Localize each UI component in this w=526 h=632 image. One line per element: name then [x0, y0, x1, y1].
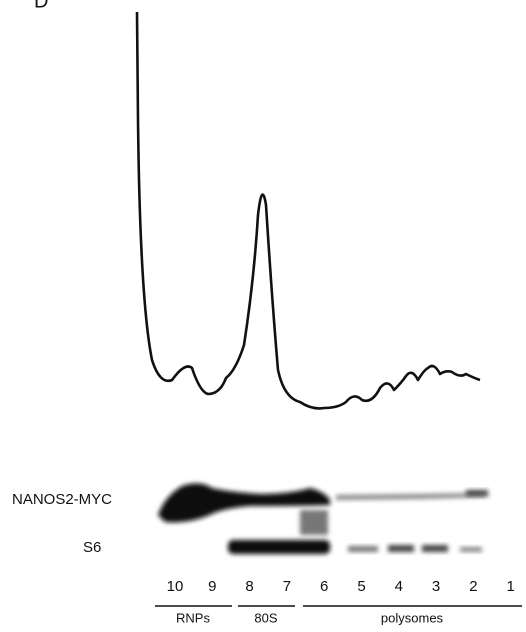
lane-number: 5	[357, 578, 365, 595]
lane-number: 8	[245, 578, 253, 595]
nanos2-lane-band	[466, 490, 488, 496]
lane-number: 1	[507, 578, 515, 595]
lane-number: 9	[208, 578, 216, 595]
group-label: 80S	[254, 610, 277, 625]
lane-number: 6	[320, 578, 328, 595]
lane-number: 7	[283, 578, 291, 595]
s6-band	[348, 546, 378, 552]
lane-number: 2	[469, 578, 477, 595]
row-label: S6	[83, 539, 101, 556]
lane-number: 10	[167, 578, 184, 595]
s6-band	[388, 545, 414, 552]
ladder-smear	[300, 510, 328, 535]
absorbance-trace	[137, 12, 480, 408]
lane-numbers: 10 9 8 7 6 5 4 3 2 1	[167, 578, 515, 595]
lane-number: 4	[395, 578, 403, 595]
row-label: NANOS2-MYC	[12, 491, 112, 508]
s6-band	[422, 545, 448, 552]
s6-band	[460, 547, 482, 552]
panel-label: D	[34, 0, 48, 12]
lane-number: 3	[432, 578, 440, 595]
s6-band	[228, 540, 330, 554]
western-blot	[158, 483, 490, 554]
group-label: polysomes	[381, 610, 444, 625]
group-label: RNPs	[176, 610, 210, 625]
figure: D NANOS2-MYC S6 10 9 8 7 6 5 4 3 2 1 RNPs 80S pol…	[0, 0, 526, 632]
